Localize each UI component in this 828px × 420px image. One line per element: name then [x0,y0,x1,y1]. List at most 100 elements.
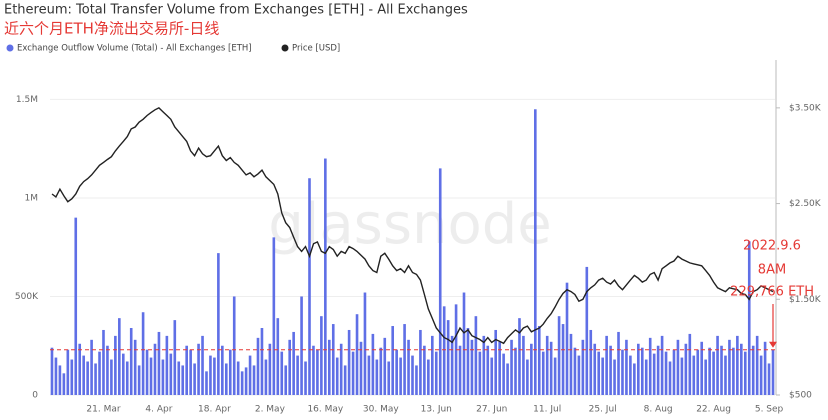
bar [605,335,608,395]
bar [415,365,418,395]
bar [652,353,656,395]
bar [292,331,295,395]
bar [252,365,256,395]
bar [676,339,680,395]
bar [724,355,727,395]
bar [431,335,434,395]
bar [232,296,236,395]
bar [375,359,379,395]
bar [98,351,101,395]
bar [236,361,240,395]
bar [763,341,767,395]
bar [90,339,93,395]
bar [331,324,335,395]
bar [177,361,181,395]
bar [751,345,755,395]
x-tick-label: 27. Jun [476,405,507,415]
x-tick-label: 25. Jul [589,405,617,415]
annotation: 229,766 ETH [730,285,814,300]
bar [589,329,593,395]
bar [62,373,66,395]
watermark: glassnode [268,192,552,257]
bar [272,237,276,395]
bar [82,355,85,395]
chart-title: Ethereum: Total Transfer Volume from Exc… [4,3,468,18]
bar [740,343,743,395]
bar [510,339,513,395]
legend-marker [281,44,289,52]
bar [173,320,177,395]
bar [541,351,545,395]
bar [704,359,707,395]
bar [240,371,244,395]
bar [260,328,264,395]
bar [514,347,517,395]
bar [482,335,486,395]
bar [153,343,157,395]
bar [434,351,438,395]
bar [708,347,711,395]
bar [557,316,561,395]
bar [747,241,751,395]
bar [530,343,533,395]
legend-label: Price [USD] [292,44,340,54]
bar [284,365,288,395]
bar [442,306,446,395]
x-tick-label: 11. Jul [533,405,561,415]
bar [767,363,771,395]
bar [490,357,494,395]
bar [355,314,359,395]
bar [403,324,406,395]
bar [545,335,549,395]
x-tick-label: 4. Apr [145,405,172,415]
bar [347,329,351,395]
y2-tick-label: $2.50K [789,199,822,209]
bar [224,363,228,395]
bar [728,339,731,395]
bar [125,361,129,395]
price-line [51,107,774,345]
bar [102,329,105,395]
bar [581,339,585,395]
bar [736,335,739,395]
bar [637,343,640,395]
bar [300,296,303,395]
bar [58,365,62,395]
bar [684,343,688,395]
bar [601,357,604,395]
bar [573,347,577,395]
bar [419,329,422,395]
bar [114,335,117,395]
bar [133,339,137,395]
bar [759,355,763,395]
bar [54,357,58,395]
bar [110,359,113,395]
bar [407,339,410,395]
bar [716,335,719,395]
bar [593,343,597,395]
bar [411,355,414,395]
bar [161,359,165,395]
x-tick-label: 18. Apr [198,405,231,415]
legend-marker [6,44,14,52]
bar [181,365,185,395]
bar [395,349,398,395]
bar [268,343,272,395]
bar [66,349,70,395]
bar [446,320,450,395]
bar [141,312,145,395]
x-tick-label: 5. Sep [755,405,784,415]
bar [129,328,133,395]
bar [696,349,700,395]
bar [217,253,220,395]
annotation: 2022.9.6 [743,239,801,254]
bar [359,341,363,395]
bar [351,351,355,395]
bar [157,331,161,395]
bar [379,347,383,395]
bar [197,343,200,395]
bar [137,365,141,395]
legend-label: Exchange Outflow Volume (Total) - All Ex… [17,44,252,54]
bar [427,359,430,395]
